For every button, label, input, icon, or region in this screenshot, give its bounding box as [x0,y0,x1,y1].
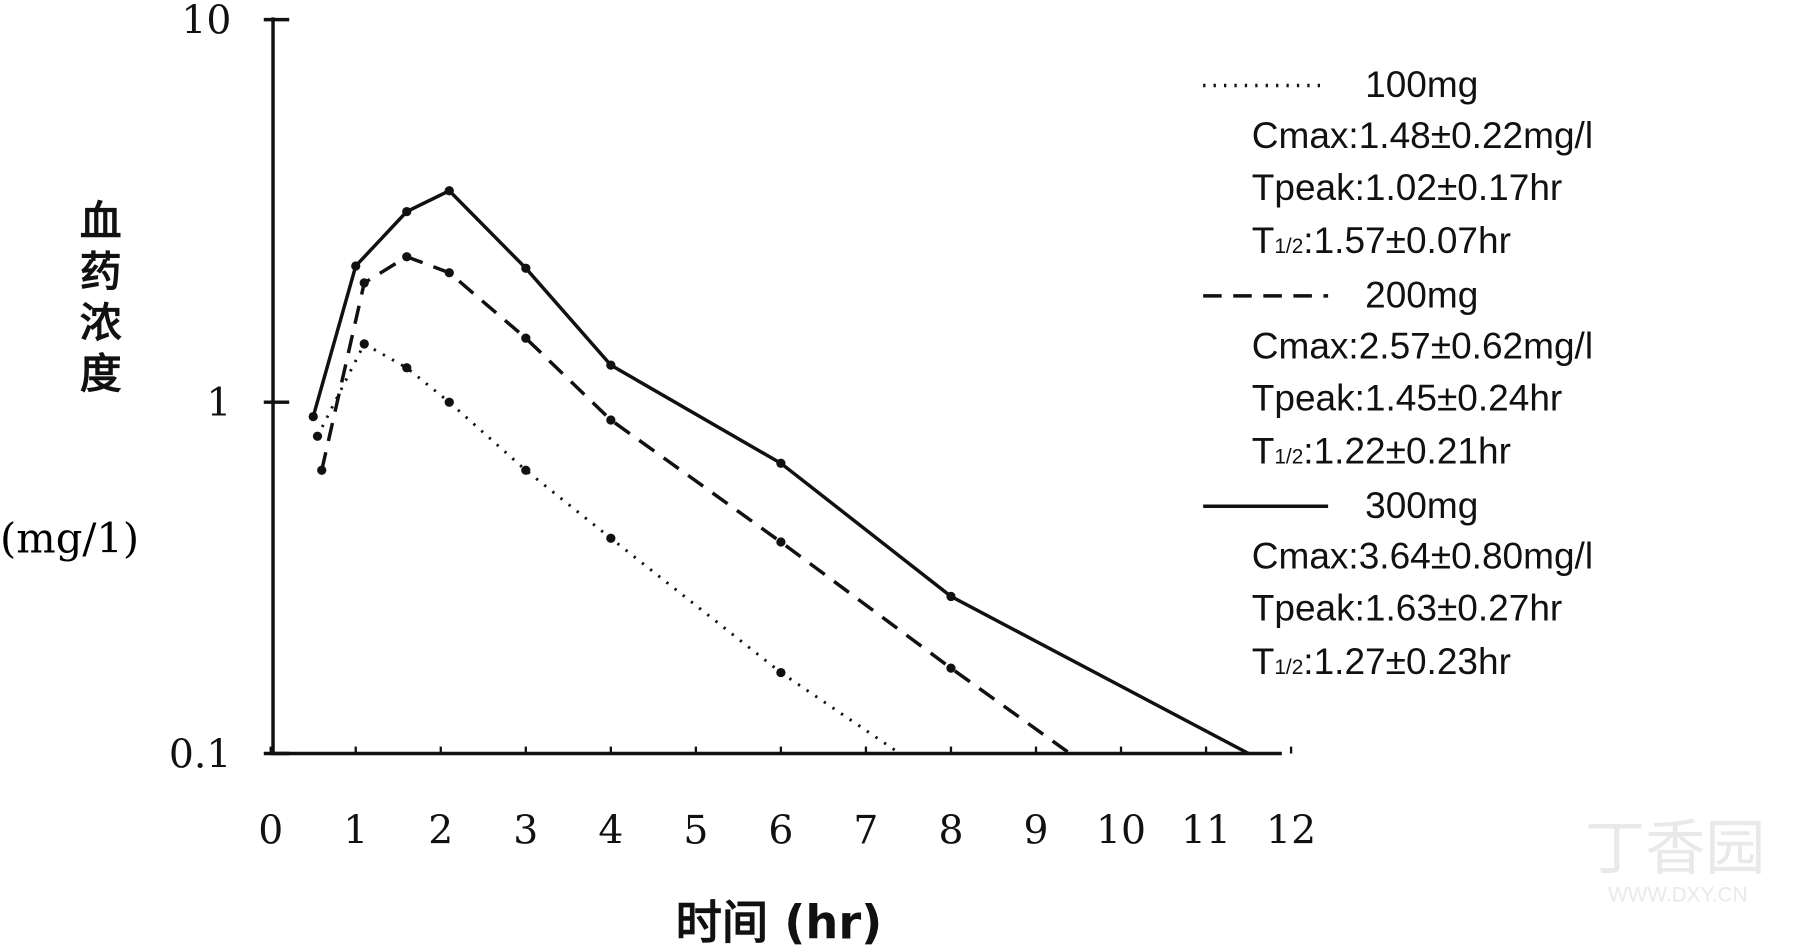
data-point [946,591,956,602]
watermark: 丁香园 WWW.DXY.CN [1585,815,1765,906]
x-tick-label: 1 [343,809,368,854]
y-axis-label: 血药浓度 [73,198,122,402]
data-point [444,268,454,278]
x-tick-label: 12 [1266,809,1316,854]
data-point [317,465,327,475]
legend-cmax: Cmax:1.48±0.22mg/l [1252,115,1593,156]
legend-tpeak: Tpeak:1.63±0.27hr [1252,588,1563,629]
x-tick-label: 11 [1181,809,1231,854]
data-point [776,667,786,678]
legend-thalf: T1/2:1.22±0.21hr [1252,430,1511,471]
data-point [351,261,361,271]
legend-label: 200mg [1365,274,1478,315]
data-point [402,206,412,217]
data-point [946,663,956,673]
x-tick-label: 10 [1096,809,1146,854]
axes [270,17,1282,756]
x-tick-label: 7 [853,809,878,854]
legend-label: 300mg [1365,485,1478,526]
data-point [444,186,454,196]
y-tick-label: 0.1 [169,732,232,777]
y-axis-unit: (mg/1) [0,513,139,562]
legend-tpeak: Tpeak:1.02±0.17hr [1252,167,1563,208]
series-line [320,254,1072,755]
legend-tpeak: Tpeak:1.45±0.24hr [1252,377,1563,418]
legend-thalf: T1/2:1.57±0.07hr [1252,220,1511,261]
legend-cmax: Cmax:2.57±0.62mg/l [1252,325,1593,366]
legend-thalf: T1/2:1.27±0.23hr [1252,641,1511,682]
x-axis-label: 时间 (hr) [676,895,883,949]
legend-label: 100mg [1365,64,1478,105]
data-point [776,458,786,468]
data-point [606,415,616,425]
series-100mg [312,339,901,755]
x-tick-label: 4 [598,809,623,854]
data-point [521,333,531,343]
legend-cmax: Cmax:3.64±0.80mg/l [1252,536,1593,577]
data-point [359,278,369,288]
data-point [444,397,454,407]
data-point [402,252,412,262]
series-300mg [308,186,1250,756]
watermark-logo: 丁香园 [1585,815,1765,882]
data-point [521,465,531,475]
y-tick-label: 10 [181,0,231,44]
x-tick-label: 5 [683,809,708,854]
data-point [776,537,786,547]
data-point [606,360,616,370]
x-tick-label: 8 [938,809,963,854]
data-point [359,339,369,349]
x-tick-label: 2 [428,809,453,854]
x-tick-label: 9 [1023,809,1048,854]
data-point [308,411,318,422]
x-tick-label: 3 [513,809,538,854]
data-point [312,431,323,441]
data-point [521,263,531,273]
x-tick-label: 6 [768,809,793,854]
y-tick-label: 1 [206,381,231,426]
series-200mg [317,252,1072,755]
watermark-url: WWW.DXY.CN [1608,883,1747,906]
series-line [316,341,901,755]
x-tick-label: 0 [258,809,283,854]
legend: 100mg Cmax:1.48±0.22mg/l Tpeak:1.02±0.17hr… [1203,64,1593,682]
data-point [402,363,412,373]
data-point [606,533,616,543]
